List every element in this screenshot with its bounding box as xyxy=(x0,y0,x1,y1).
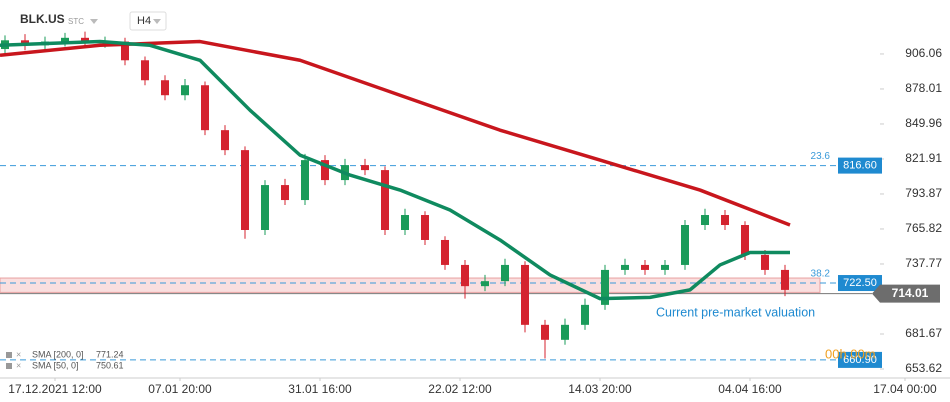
candle-body xyxy=(701,215,709,226)
x-tick-label: 14.03 20:00 xyxy=(568,382,632,396)
x-tick-label: 31.01 16:00 xyxy=(288,382,352,396)
candle-body xyxy=(261,185,269,230)
candle-body xyxy=(141,60,149,81)
timeframe-button[interactable] xyxy=(129,11,167,31)
fib-label: 23.6 xyxy=(811,151,831,162)
level-label: 722.50 xyxy=(843,277,877,289)
level-label: 816.60 xyxy=(843,160,877,172)
current-price-label: 714.01 xyxy=(892,286,929,300)
symbol: BLK.US xyxy=(20,12,65,26)
level-label: 660.90 xyxy=(843,354,877,366)
candle-body xyxy=(421,215,429,240)
candle-body xyxy=(561,324,569,340)
legend-name: SMA [200, 0] xyxy=(32,349,84,359)
candle-body xyxy=(81,37,89,43)
y-tick-label: 821.91 xyxy=(905,151,942,165)
candle-body xyxy=(221,130,229,151)
y-tick-label: 793.87 xyxy=(905,186,942,200)
dropdown-icon xyxy=(153,19,161,24)
candle-body xyxy=(741,225,749,255)
candle-body xyxy=(501,264,509,282)
x-tick-label: 17.12.2021 12:00 xyxy=(8,382,102,396)
candle-body xyxy=(241,150,249,230)
candle-body xyxy=(321,160,329,181)
x-tick-label: 22.02 12:00 xyxy=(428,382,492,396)
legend-name: SMA [50, 0] xyxy=(32,360,79,370)
legend-icon xyxy=(6,363,12,369)
candle-body xyxy=(461,264,469,287)
y-tick-label: 653.62 xyxy=(905,361,942,375)
timeframe: H4 xyxy=(137,15,151,27)
x-tick-label: 07.01 20:00 xyxy=(148,382,212,396)
countdown: 00h 00m xyxy=(825,346,876,361)
level-box xyxy=(838,351,882,368)
candle-body xyxy=(301,160,309,201)
candle-body xyxy=(361,165,369,171)
candle-body xyxy=(381,170,389,230)
candle-body xyxy=(601,269,609,305)
candle-body xyxy=(161,80,169,96)
market: STC xyxy=(68,17,84,26)
dropdown-icon[interactable] xyxy=(90,19,98,24)
sma-line xyxy=(0,39,790,301)
current-price-box xyxy=(872,284,940,303)
candle-body xyxy=(621,264,629,270)
candle-body xyxy=(281,185,289,201)
candle-body xyxy=(661,264,669,270)
candle-body xyxy=(441,239,449,265)
candle-body xyxy=(681,225,689,265)
y-tick-label: 906.06 xyxy=(905,46,942,60)
legend-icon xyxy=(6,352,12,358)
candle-body xyxy=(201,85,209,131)
legend-value: 750.61 xyxy=(96,360,124,370)
x-tick-label: 17.04 00:00 xyxy=(873,382,937,396)
level-box xyxy=(838,157,882,174)
candle-body xyxy=(481,281,489,287)
candle-body xyxy=(181,85,189,96)
y-tick-label: 737.77 xyxy=(905,256,942,270)
annotation: Current pre-market valuation xyxy=(656,305,815,319)
legend-close: × xyxy=(16,349,21,359)
legend-value: 771.24 xyxy=(96,349,124,359)
y-tick-label: 765.82 xyxy=(905,221,942,235)
candle-body xyxy=(521,264,529,325)
fib-label: 38.2 xyxy=(811,269,831,280)
candle-body xyxy=(61,37,69,42)
y-tick-label: 849.96 xyxy=(905,116,942,130)
candle-body xyxy=(541,324,549,340)
candle-body xyxy=(721,215,729,226)
y-tick-label: 681.67 xyxy=(905,326,942,340)
candle-body xyxy=(761,254,769,270)
candle-body xyxy=(581,304,589,325)
candle-body xyxy=(781,269,789,290)
price-zone xyxy=(0,277,821,293)
level-box xyxy=(838,275,882,292)
candle-body xyxy=(121,41,129,61)
x-tick-label: 04.04 16:00 xyxy=(718,382,782,396)
y-tick-label: 878.01 xyxy=(905,81,942,95)
candle-body xyxy=(641,264,649,270)
legend-close: × xyxy=(16,360,21,370)
candle-body xyxy=(401,215,409,230)
